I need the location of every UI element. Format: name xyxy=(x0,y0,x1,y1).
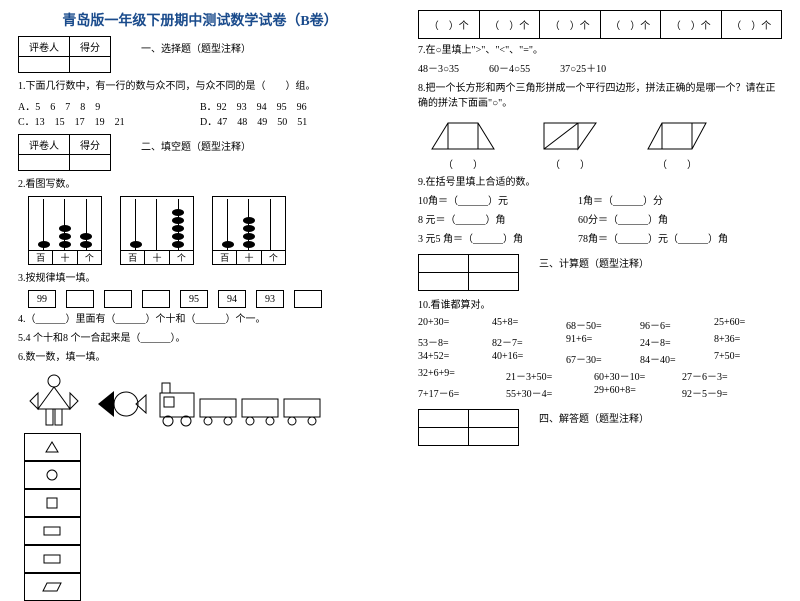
section-1-heading: 一、选择题（题型注释） xyxy=(141,40,251,55)
q7-c: 37○25＋10 xyxy=(560,62,606,77)
q9-1b: 1角＝（______）分 xyxy=(578,194,663,209)
sequence-boxes: 99 95 94 93 xyxy=(28,290,382,308)
count-table xyxy=(24,433,366,601)
q7-a: 48－3○35 xyxy=(418,62,459,77)
q4: 4.（______）里面有（______）个十和（______）个一。 xyxy=(18,312,382,327)
q9-stem: 9.在括号里填上合适的数。 xyxy=(418,175,782,190)
score-table-2: 评卷人得分 xyxy=(18,134,111,171)
score-table-4 xyxy=(418,409,519,446)
score-table-3 xyxy=(418,254,519,291)
q9-3a: 3 元5 角＝（______）角 xyxy=(418,232,578,247)
q7-b: 60－4○55 xyxy=(489,62,530,77)
q5: 5.4 个十和8 个一合起来是（______）。 xyxy=(18,331,382,346)
section-2-heading: 二、填空题（题型注释） xyxy=(141,138,251,153)
section-3-heading: 三、计算题（题型注释） xyxy=(539,255,649,270)
abacus-1: 百十个 xyxy=(28,196,102,265)
shape8-c xyxy=(642,117,712,153)
figure-train xyxy=(158,377,338,429)
shapes-figure xyxy=(24,369,382,429)
q3-stem: 3.按规律填一填。 xyxy=(18,271,382,286)
count-rect2 xyxy=(24,545,81,573)
score-header: 得分 xyxy=(70,37,111,57)
count-parallelogram xyxy=(24,573,81,601)
abacus-2: 百十个 xyxy=(120,196,194,265)
section-4-heading: 四、解答题（题型注释） xyxy=(539,410,649,425)
q9-2a: 8 元＝（______）角 xyxy=(418,213,578,228)
q1-stem: 1.下面几行数中，有一行的数与众不同，与众不同的是（ ）组。 xyxy=(18,79,382,94)
q1-opt-b: B．92 93 94 95 96 xyxy=(200,98,307,113)
figure-fish xyxy=(92,379,150,429)
page-title: 青岛版一年级下册期中测试数学试卷（B卷） xyxy=(18,10,382,30)
q9-3b: 78角＝（______）元（______）角 xyxy=(578,232,728,247)
count-circle xyxy=(24,461,81,489)
grader-header: 评卷人 xyxy=(19,37,70,57)
count-triangle xyxy=(24,433,81,461)
q10-stem: 10.看谁都算对。 xyxy=(418,298,782,313)
q1-opt-a: A．5 6 7 8 9 xyxy=(18,98,200,113)
count-rect xyxy=(24,517,81,545)
figure-person xyxy=(24,371,84,429)
q6: 6.数一数，填一填。 xyxy=(18,350,382,365)
count-square xyxy=(24,489,81,517)
count-answer-row: （ ）个 （ ）个 （ ）个 （ ）个 （ ）个 （ ）个 xyxy=(418,10,782,39)
shape8-a xyxy=(428,117,498,153)
abacus-3: 百十个 xyxy=(212,196,286,265)
q7-stem: 7.在○里填上">"、"<"、"="。 xyxy=(418,43,782,58)
q1-opt-c: C．13 15 17 19 21 xyxy=(18,113,200,128)
q10-grid: 20+30=45+8=68－50=96－6=25+60= 53－8=82－7=9… xyxy=(418,317,782,400)
q9-1a: 10角＝（______）元 xyxy=(418,194,578,209)
q9-2b: 60分＝（______）角 xyxy=(578,213,668,228)
score-table-1: 评卷人得分 xyxy=(18,36,111,73)
q1-opt-d: D．47 48 49 50 51 xyxy=(200,113,307,128)
shape8-b xyxy=(538,117,602,153)
q8-shapes: （ ） （ ） （ ） xyxy=(428,117,782,171)
q8-stem: 8.把一个长方形和两个三角形拼成一个平行四边形，拼法正确的是哪一个？请在正确的拼… xyxy=(418,81,782,111)
q2-stem: 2.看图写数。 xyxy=(18,177,382,192)
abacus-row: 百十个 百十个 百十个 xyxy=(28,196,382,265)
